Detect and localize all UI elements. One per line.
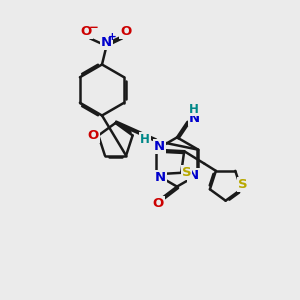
Text: +: +: [107, 32, 116, 42]
Text: O: O: [81, 25, 92, 38]
Text: N: N: [101, 36, 112, 49]
Text: S: S: [182, 166, 191, 179]
Text: N: N: [154, 140, 165, 153]
Text: H: H: [189, 103, 199, 116]
Text: N: N: [188, 169, 200, 182]
Text: N: N: [188, 112, 200, 125]
Text: N: N: [154, 171, 166, 184]
Text: O: O: [87, 129, 99, 142]
Text: H: H: [140, 133, 150, 146]
Text: O: O: [120, 25, 131, 38]
Text: −: −: [89, 20, 98, 34]
Text: S: S: [238, 178, 247, 191]
Text: O: O: [153, 197, 164, 210]
